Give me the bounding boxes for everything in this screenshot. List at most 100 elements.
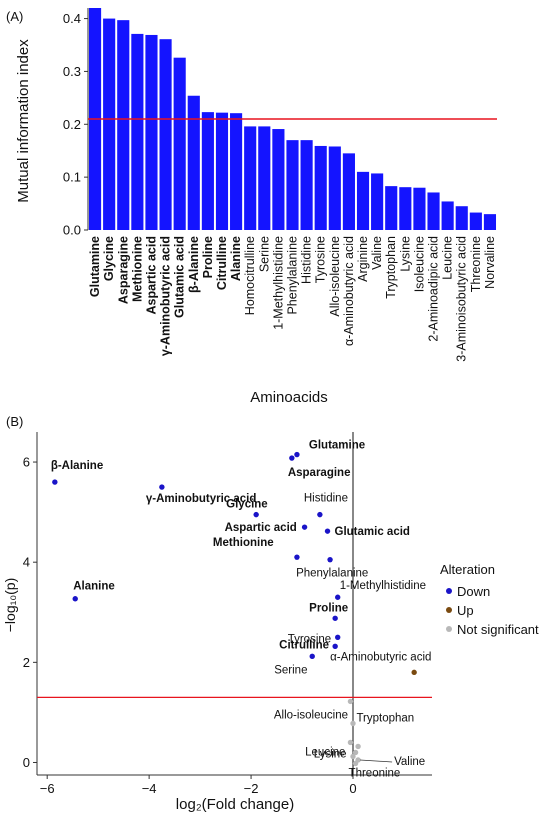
scatter-point xyxy=(159,484,165,490)
bar-category-label: β-Alanine xyxy=(187,236,201,293)
scatter-point-label: α-Aminobutyric acid xyxy=(330,651,431,663)
bar-category-label: Arginine xyxy=(356,236,370,282)
bar-category-label: Norvaline xyxy=(483,236,497,289)
scatter-point xyxy=(347,698,354,705)
bar-category-label: Threonine xyxy=(469,236,483,292)
scatter-y-tick-label: 6 xyxy=(23,455,30,470)
scatter-point-label: 1-Methylhistidine xyxy=(340,580,426,592)
scatter-point-label: γ-Aminobutyric acid xyxy=(146,493,257,505)
bar xyxy=(455,206,468,230)
scatter-point-label: Allo-isoleucine xyxy=(274,709,348,721)
scatter-point xyxy=(294,451,300,458)
scatter-point-label: Leucine xyxy=(305,746,345,758)
bar-category-label: Allo-isoleucine xyxy=(328,236,342,317)
scatter-point xyxy=(335,634,341,640)
bar xyxy=(201,112,214,230)
bar xyxy=(103,18,116,231)
bar-category-label: Proline xyxy=(201,236,215,278)
bar xyxy=(342,153,355,230)
bar xyxy=(159,39,172,230)
bar xyxy=(385,186,398,230)
panel-label-a: (A) xyxy=(6,9,23,24)
scatter-point-label: Asparagine xyxy=(288,467,351,479)
scatter-point-label: Glutamine xyxy=(309,440,365,452)
scatter-point-label: Tyrosine xyxy=(288,633,331,645)
bar xyxy=(483,214,497,230)
scatter-point-label: Serine xyxy=(274,664,307,676)
scatter-point-label: β-Alanine xyxy=(51,460,103,472)
bar-category-label: Methionine xyxy=(130,236,144,302)
bar-category-label: Tyrosine xyxy=(314,236,328,283)
scatter-point-label: Alanine xyxy=(73,581,115,593)
bar-category-label: Serine xyxy=(257,236,271,272)
bar xyxy=(131,33,144,231)
scatter-point-label: Proline xyxy=(309,602,348,614)
bar xyxy=(244,126,257,230)
valine-leader-line xyxy=(360,759,393,763)
bar-category-label: Glutamine xyxy=(88,236,102,297)
scatter-y-tick-label: 4 xyxy=(23,555,30,570)
scatter-point-label: Valine xyxy=(394,756,425,768)
scatter-point xyxy=(350,753,356,760)
scatter-point-label: Aspartic acid xyxy=(225,522,297,534)
bar xyxy=(413,187,426,230)
bar xyxy=(441,201,454,230)
bar-category-label: Homocitrulline xyxy=(243,236,257,315)
bar xyxy=(469,212,482,230)
scatter-point xyxy=(294,554,300,560)
scatter-x-tick-label: −2 xyxy=(244,781,259,796)
scatter-point xyxy=(52,479,58,485)
bar xyxy=(328,146,341,230)
scatter-x-tick-label: 0 xyxy=(349,781,356,796)
legend-label: Down xyxy=(457,584,490,599)
scatter-point xyxy=(72,596,78,602)
bar xyxy=(286,140,299,230)
scatter-point-label: Lysine xyxy=(314,748,347,760)
bar-category-label: 2-Aminoadipic acid xyxy=(427,236,441,342)
scatter-point xyxy=(317,511,323,518)
scatter-point xyxy=(352,749,359,756)
bar xyxy=(300,140,313,230)
legend-marker xyxy=(446,626,452,632)
legend-label: Not significant xyxy=(457,622,539,637)
scatter-point xyxy=(347,739,354,746)
bar xyxy=(314,145,327,230)
bar xyxy=(230,113,243,230)
bar-category-label: Tryptophan xyxy=(384,236,398,299)
bar-category-label: Glutamic acid xyxy=(173,236,187,318)
bar xyxy=(215,112,229,230)
scatter-point xyxy=(324,528,331,534)
scatter-point xyxy=(309,653,315,660)
bar xyxy=(371,173,384,230)
scatter-x-tick-label: −4 xyxy=(142,781,157,796)
bar-category-label: Valine xyxy=(370,236,384,270)
bar-category-label: Glycine xyxy=(102,236,116,281)
bar xyxy=(187,95,200,230)
bar-category-label: Asparagine xyxy=(116,236,130,304)
bar xyxy=(258,126,271,230)
bar-y-tick-label: 0.0 xyxy=(63,223,81,238)
scatter-point-label: Threonine xyxy=(349,767,401,779)
legend-marker xyxy=(446,607,452,613)
bar xyxy=(117,20,130,231)
scatter-y-axis-title: −log₁₀(p) xyxy=(2,578,18,633)
bar-category-label: 3-Aminoisobutyric acid xyxy=(455,236,469,362)
scatter-y-tick-label: 2 xyxy=(23,655,30,670)
bar-y-axis-title: Mutual information index xyxy=(15,39,32,203)
scatter-point xyxy=(253,511,259,518)
bar-category-label: Aspartic acid xyxy=(144,236,158,315)
scatter-point-label: Glycine xyxy=(226,499,268,511)
scatter-point xyxy=(335,594,341,600)
scatter-point-label: Glutamic acid xyxy=(335,526,410,538)
bar-y-tick-label: 0.4 xyxy=(63,11,81,26)
scatter-point-label: Tryptophan xyxy=(356,712,414,724)
scatter-x-axis-title: log₂(Fold change) xyxy=(176,796,294,813)
bar-category-label: α-Aminobutyric acid xyxy=(342,236,356,346)
scatter-point xyxy=(332,615,338,621)
bar xyxy=(399,187,412,230)
bar-category-label: Isoleucine xyxy=(412,236,426,292)
bar-category-label: Phenylalanine xyxy=(286,236,300,315)
scatter-point-label: Methionine xyxy=(213,537,274,549)
bar-category-label: Leucine xyxy=(441,236,455,280)
